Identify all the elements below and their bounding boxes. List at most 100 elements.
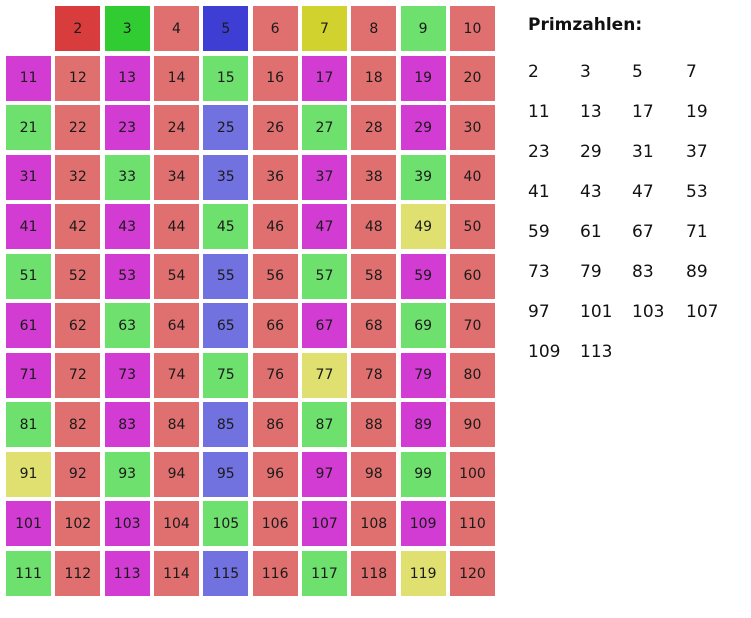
number-cell: 80 [449, 352, 495, 398]
number-cell: 95 [203, 451, 249, 497]
prime-list-item: 59 [528, 222, 550, 242]
number-cell: 50 [449, 204, 495, 250]
prime-list-item: 101 [580, 302, 613, 322]
prime-list-item: 23 [528, 142, 550, 162]
number-cell: 82 [55, 402, 101, 448]
number-cell: 93 [104, 451, 150, 497]
number-cell: 59 [400, 253, 446, 299]
number-cell: 68 [351, 303, 397, 349]
number-cell: 96 [252, 451, 298, 497]
number-cell: 89 [400, 402, 446, 448]
number-cell: 92 [55, 451, 101, 497]
number-cell: 41 [6, 204, 51, 250]
number-cell: 87 [301, 402, 347, 448]
number-cell: 83 [104, 402, 150, 448]
number-cell: 32 [55, 154, 101, 200]
number-cell: 78 [351, 352, 397, 398]
number-cell: 85 [203, 402, 249, 448]
number-cell: 13 [104, 55, 150, 101]
prime-list-item: 7 [686, 62, 697, 82]
number-cell: 73 [104, 352, 150, 398]
prime-list-item: 5 [632, 62, 643, 82]
number-cell: 109 [400, 501, 446, 547]
number-cell: 76 [252, 352, 298, 398]
number-cell: 10 [449, 6, 495, 51]
number-cell: 2 [55, 6, 101, 51]
number-cell: 75 [203, 352, 249, 398]
prime-list-item: 43 [580, 182, 602, 202]
number-cell: 38 [351, 154, 397, 200]
number-cell: 54 [153, 253, 199, 299]
number-cell: 72 [55, 352, 101, 398]
number-cell: 110 [449, 501, 495, 547]
number-cell: 37 [301, 154, 347, 200]
number-cell: 24 [153, 105, 199, 151]
number-cell: 105 [203, 501, 249, 547]
number-cell: 53 [104, 253, 150, 299]
number-cell: 104 [153, 501, 199, 547]
number-cell: 56 [252, 253, 298, 299]
number-cell: 18 [351, 55, 397, 101]
prime-list: 2 3 5 7 11 13 17 19 23 29 31 37 41 43 47 53 59 61 67 71 73 79… [528, 60, 743, 380]
number-cell: 39 [400, 154, 446, 200]
primes-heading: Primzahlen: [528, 15, 643, 35]
number-cell: 61 [6, 303, 51, 349]
number-cell: 7 [301, 6, 347, 51]
number-cell: 71 [6, 352, 51, 398]
number-cell: 120 [449, 551, 495, 597]
number-cell: 34 [153, 154, 199, 200]
primes-panel: Primzahlen: 2 3 5 7 11 13 17 19 23 29 31 37 41 43 47 53… [528, 10, 743, 380]
number-grid: 2 3 4 5 6 7 8 9 10 11 12 13 14 15 16 17 18 19 20 21 22 23 24 25… [6, 6, 499, 601]
number-cell: 27 [301, 105, 347, 151]
number-cell: 103 [104, 501, 150, 547]
number-cell: 21 [6, 105, 51, 151]
number-cell: 79 [400, 352, 446, 398]
number-cell: 51 [6, 253, 51, 299]
number-cell: 58 [351, 253, 397, 299]
prime-list-item: 11 [528, 102, 550, 122]
number-cell: 22 [55, 105, 101, 151]
number-cell: 81 [6, 402, 51, 448]
number-cell: 90 [449, 402, 495, 448]
number-cell: 15 [203, 55, 249, 101]
number-cell: 3 [104, 6, 150, 51]
number-cell: 113 [104, 551, 150, 597]
prime-list-item: 79 [580, 262, 602, 282]
prime-list-item: 73 [528, 262, 550, 282]
number-cell: 12 [55, 55, 101, 101]
prime-list-item: 61 [580, 222, 602, 242]
number-cell: 118 [351, 551, 397, 597]
number-cell: 48 [351, 204, 397, 250]
number-cell: 30 [449, 105, 495, 151]
prime-list-item: 107 [686, 302, 719, 322]
prime-list-item: 103 [632, 302, 665, 322]
prime-list-item: 31 [632, 142, 654, 162]
number-cell: 49 [400, 204, 446, 250]
number-cell: 19 [400, 55, 446, 101]
number-cell: 102 [55, 501, 101, 547]
number-cell: 35 [203, 154, 249, 200]
number-cell: 43 [104, 204, 150, 250]
number-cell: 98 [351, 451, 397, 497]
number-cell: 77 [301, 352, 347, 398]
number-cell: 106 [252, 501, 298, 547]
number-cell: 40 [449, 154, 495, 200]
prime-list-item: 67 [632, 222, 654, 242]
number-cell: 36 [252, 154, 298, 200]
prime-list-item: 29 [580, 142, 602, 162]
number-cell: 69 [400, 303, 446, 349]
prime-list-item: 37 [686, 142, 708, 162]
number-cell: 107 [301, 501, 347, 547]
number-cell: 112 [55, 551, 101, 597]
number-cell: 119 [400, 551, 446, 597]
prime-list-item: 97 [528, 302, 550, 322]
prime-list-item: 89 [686, 262, 708, 282]
number-cell: 63 [104, 303, 150, 349]
number-cell: 44 [153, 204, 199, 250]
number-cell: 11 [6, 55, 51, 101]
number-cell: 74 [153, 352, 199, 398]
number-cell: 46 [252, 204, 298, 250]
prime-list-item: 3 [580, 62, 591, 82]
number-cell: 108 [351, 501, 397, 547]
prime-list-item: 17 [632, 102, 654, 122]
